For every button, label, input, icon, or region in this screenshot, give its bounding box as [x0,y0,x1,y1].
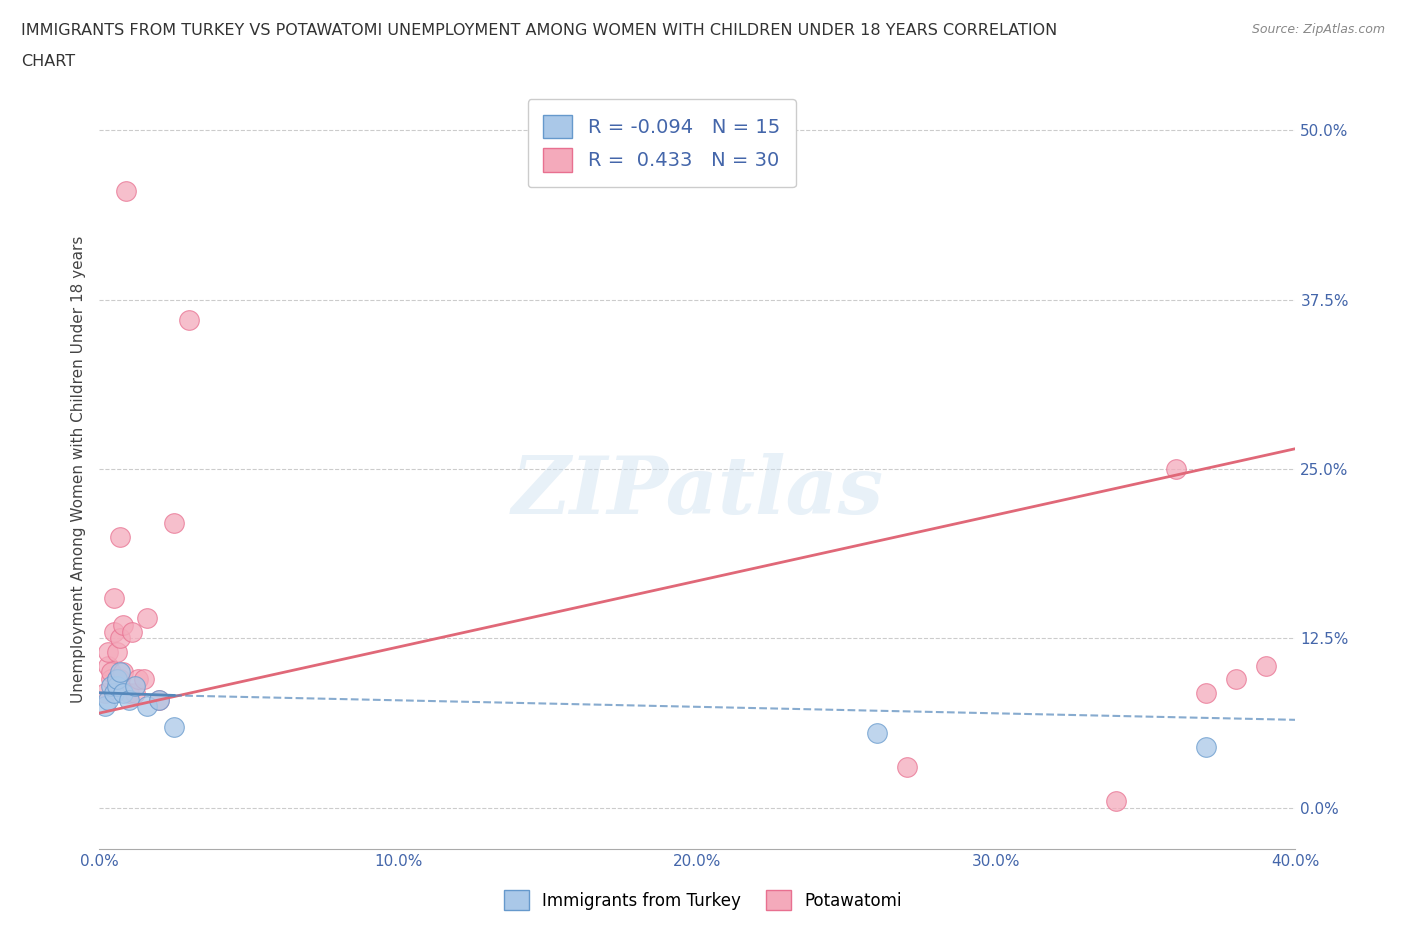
Point [103,685,125,700]
Text: Source: ZipAtlas.com: Source: ZipAtlas.com [1251,23,1385,36]
Point [118,692,141,707]
Point [110,671,132,686]
Point [1195,739,1218,754]
Point [100,671,122,686]
Point [118,685,141,700]
Point [134,671,156,686]
Point [136,611,159,626]
Legend: Immigrants from Turkey, Potawatomi: Immigrants from Turkey, Potawatomi [498,884,908,917]
Point [115,183,138,198]
Point [1254,658,1277,673]
Point [110,631,132,646]
Point [97,644,120,659]
Point [105,644,128,659]
Point [97,692,120,707]
Point [121,624,143,639]
Point [179,312,201,327]
Point [163,516,186,531]
Point [148,692,170,707]
Point [110,529,132,544]
Point [1105,793,1128,808]
Point [105,671,128,686]
Point [110,665,132,680]
Point [163,719,186,734]
Point [136,698,159,713]
Point [1164,461,1187,476]
Text: ZIPatlas: ZIPatlas [512,453,883,530]
Point [105,671,128,686]
Point [94,698,117,713]
Point [97,658,120,673]
Point [148,692,170,707]
Point [124,679,146,694]
Point [112,665,135,680]
Point [1225,671,1247,686]
Text: IMMIGRANTS FROM TURKEY VS POTAWATOMI UNEMPLOYMENT AMONG WOMEN WITH CHILDREN UNDE: IMMIGRANTS FROM TURKEY VS POTAWATOMI UNE… [21,23,1057,38]
Text: CHART: CHART [21,54,75,69]
Point [112,685,135,700]
Point [103,591,125,605]
Legend: R = -0.094   N = 15, R =  0.433   N = 30: R = -0.094 N = 15, R = 0.433 N = 30 [527,100,796,188]
Point [100,679,122,694]
Point [1195,685,1218,700]
Point [112,618,135,632]
Point [105,679,128,694]
Point [100,665,122,680]
Point [127,671,149,686]
Point [896,760,918,775]
Point [94,685,117,700]
Point [124,685,146,700]
Y-axis label: Unemployment Among Women with Children Under 18 years: Unemployment Among Women with Children U… [72,235,86,703]
Point [866,726,889,741]
Point [103,624,125,639]
